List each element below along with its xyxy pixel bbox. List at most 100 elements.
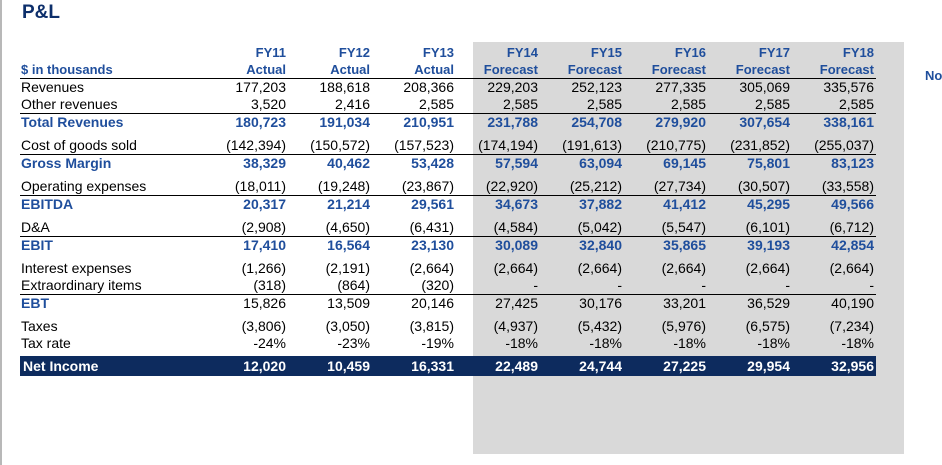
value-cell: (4,650) bbox=[325, 219, 370, 235]
value-cell: - bbox=[785, 277, 790, 293]
row-label: Taxes bbox=[21, 318, 58, 334]
value-cell: (27,734) bbox=[653, 178, 706, 194]
value-cell: 30,089 bbox=[456, 236, 540, 254]
value-cell: (2,191) bbox=[325, 260, 370, 276]
value-cell: (3,050) bbox=[325, 318, 370, 334]
header-blank bbox=[20, 44, 204, 61]
value-cell: (2,908) bbox=[241, 219, 286, 235]
value-cell: -19% bbox=[421, 335, 454, 351]
value-cell: 53,428 bbox=[372, 154, 456, 172]
value-cell: 16,331 bbox=[372, 356, 456, 376]
value-cell: 13,509 bbox=[288, 294, 372, 312]
table-row: D&A (2,908) (4,650) (6,431) (4,584) (5,042) (5… bbox=[20, 219, 876, 237]
value-cell: (30,507) bbox=[737, 178, 790, 194]
header-year-fy15: FY15 bbox=[590, 45, 622, 60]
value-cell: 37,882 bbox=[540, 195, 624, 213]
value-cell: 305,069 bbox=[739, 79, 790, 95]
value-cell: (174,194) bbox=[478, 137, 538, 153]
header-kind-fy11: Actual bbox=[204, 61, 288, 79]
value-cell: -18% bbox=[589, 335, 622, 351]
value-cell: 210,951 bbox=[372, 113, 456, 131]
value-cell: 188,618 bbox=[319, 79, 370, 95]
value-cell: 2,585 bbox=[754, 96, 790, 112]
header-kind-fy18: Forecast bbox=[792, 61, 876, 79]
value-cell: (33,558) bbox=[821, 178, 874, 194]
value-cell: 40,462 bbox=[288, 154, 372, 172]
value-cell: 20,146 bbox=[372, 294, 456, 312]
row-label: Net Income bbox=[20, 356, 204, 376]
table-row: Interest expenses (1,266) (2,191) (2,664) (2… bbox=[20, 260, 876, 277]
value-cell: 32,840 bbox=[540, 236, 624, 254]
value-cell: (18,011) bbox=[234, 178, 286, 194]
value-cell: 21,214 bbox=[288, 195, 372, 213]
row-label: Tax rate bbox=[21, 335, 71, 351]
header-year-fy18: FY18 bbox=[842, 45, 874, 60]
value-cell: (25,212) bbox=[569, 178, 622, 194]
value-cell: 34,673 bbox=[456, 195, 540, 213]
value-cell: 63,094 bbox=[540, 154, 624, 172]
value-cell: (142,394) bbox=[226, 137, 286, 153]
value-cell: 208,366 bbox=[403, 79, 454, 95]
value-cell: 33,201 bbox=[624, 294, 708, 312]
value-cell: (157,523) bbox=[394, 137, 454, 153]
value-cell: (320) bbox=[421, 277, 454, 293]
value-cell: -18% bbox=[673, 335, 706, 351]
value-cell: (5,432) bbox=[577, 318, 622, 334]
row-label: Interest expenses bbox=[21, 260, 132, 276]
row-label: Gross Margin bbox=[20, 154, 204, 172]
header-year-fy11: FY11 bbox=[255, 45, 286, 60]
value-cell: - bbox=[617, 277, 622, 293]
header-row-years: FY11 FY12 FY13 FY14 FY15 FY16 FY17 FY18 bbox=[20, 44, 876, 61]
value-cell: 2,416 bbox=[334, 96, 370, 112]
row-label: EBITDA bbox=[20, 195, 204, 213]
value-cell: (4,937) bbox=[493, 318, 538, 334]
value-cell: (210,775) bbox=[646, 137, 706, 153]
value-cell: (19,248) bbox=[317, 178, 370, 194]
header-row-kind: $ in thousands Actual Actual Actual Fore… bbox=[20, 61, 876, 79]
value-cell: 12,020 bbox=[204, 356, 288, 376]
value-cell: (23,867) bbox=[401, 178, 454, 194]
value-cell: 338,161 bbox=[792, 113, 876, 131]
table-row: Cost of goods sold (142,394) (150,572) (157… bbox=[20, 137, 876, 155]
pl-body: Revenues 177,203 188,618 208,366 229,203 252,… bbox=[20, 79, 876, 376]
header-kind-fy14: Forecast bbox=[456, 61, 540, 79]
value-cell: -24% bbox=[253, 335, 286, 351]
value-cell: 277,335 bbox=[655, 79, 706, 95]
value-cell: (2,664) bbox=[745, 260, 790, 276]
value-cell: (2,664) bbox=[493, 260, 538, 276]
value-cell: 229,203 bbox=[487, 79, 538, 95]
row-label: Total Revenues bbox=[20, 113, 204, 131]
units-label: $ in thousands bbox=[20, 61, 204, 79]
value-cell: 2,585 bbox=[670, 96, 706, 112]
value-cell: 42,854 bbox=[792, 236, 876, 254]
value-cell: 279,920 bbox=[624, 113, 708, 131]
value-cell: - bbox=[869, 277, 874, 293]
value-cell: 40,190 bbox=[792, 294, 876, 312]
row-label: Cost of goods sold bbox=[21, 137, 137, 153]
row-label: EBT bbox=[20, 294, 204, 312]
value-cell: 252,123 bbox=[571, 79, 622, 95]
table-row: Gross Margin 38,329 40,462 53,428 57,594 63,0… bbox=[20, 154, 876, 172]
value-cell: 177,203 bbox=[235, 79, 286, 95]
value-cell: - bbox=[533, 277, 538, 293]
value-cell: (150,572) bbox=[310, 137, 370, 153]
value-cell: 57,594 bbox=[456, 154, 540, 172]
header-kind-fy13: Actual bbox=[372, 61, 456, 79]
row-label: D&A bbox=[21, 219, 50, 235]
value-cell: 32,956 bbox=[792, 356, 876, 376]
value-cell: 2,585 bbox=[838, 96, 874, 112]
table-row: Taxes (3,806) (3,050) (3,815) (4,937) (5,432)… bbox=[20, 318, 876, 335]
table-row: Other revenues 3,520 2,416 2,585 2,585 2,585 2… bbox=[20, 96, 876, 114]
value-cell: (2,664) bbox=[577, 260, 622, 276]
value-cell: 22,489 bbox=[456, 356, 540, 376]
page-title: P&L bbox=[22, 2, 60, 23]
header-year-fy17: FY17 bbox=[758, 45, 790, 60]
value-cell: 30,176 bbox=[540, 294, 624, 312]
value-cell: 10,459 bbox=[288, 356, 372, 376]
header-kind-fy17: Forecast bbox=[708, 61, 792, 79]
value-cell: (7,234) bbox=[829, 318, 874, 334]
value-cell: (864) bbox=[337, 277, 370, 293]
value-cell: (2,664) bbox=[661, 260, 706, 276]
value-cell: 2,585 bbox=[418, 96, 454, 112]
value-cell: 16,564 bbox=[288, 236, 372, 254]
